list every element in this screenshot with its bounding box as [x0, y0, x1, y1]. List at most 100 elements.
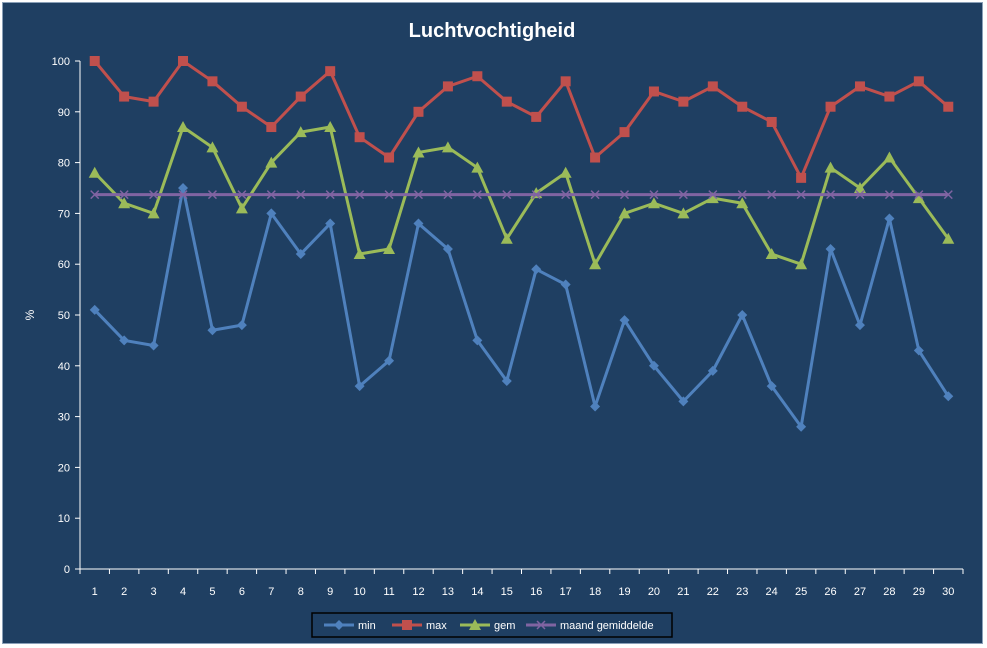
x-tick-label: 8 — [298, 586, 304, 598]
data-point-maand-gemiddelde — [502, 190, 512, 200]
data-point-max — [148, 96, 159, 107]
data-point-max — [884, 91, 895, 102]
data-point-min — [354, 381, 365, 392]
y-tick-label: 20 — [58, 462, 70, 474]
data-point-gem — [765, 248, 778, 260]
data-point-max — [266, 122, 277, 133]
legend-marker-max — [402, 620, 412, 630]
data-point-max — [560, 76, 571, 87]
data-point-maand-gemiddelde — [708, 190, 718, 200]
data-point-maand-gemiddelde — [119, 190, 129, 200]
data-point-gem — [383, 242, 396, 254]
data-point-max — [825, 101, 836, 112]
data-point-min — [854, 320, 865, 331]
x-tick-label: 14 — [471, 586, 483, 598]
y-tick-label: 80 — [58, 158, 70, 170]
x-tick-label: 23 — [736, 586, 748, 598]
x-tick-label: 11 — [383, 586, 394, 598]
legend-marker-gem — [469, 619, 481, 630]
x-tick-label: 9 — [327, 586, 333, 598]
x-tick-label: 21 — [677, 586, 689, 598]
y-tick-label: 50 — [58, 310, 70, 322]
data-point-gem — [736, 197, 749, 209]
data-point-gem — [618, 207, 631, 219]
legend-label-max: max — [426, 620, 447, 632]
series-layer — [88, 56, 955, 432]
data-point-min — [737, 310, 748, 320]
data-point-gem — [353, 248, 366, 260]
data-point-gem — [677, 207, 690, 219]
x-tick-label: 6 — [239, 586, 245, 598]
data-point-min — [501, 376, 512, 387]
data-point-gem — [206, 141, 219, 153]
y-tick-label: 30 — [58, 412, 70, 424]
data-point-maand-gemiddelde — [943, 190, 953, 200]
data-point-maand-gemiddelde — [796, 190, 806, 200]
data-point-min — [148, 340, 159, 351]
legend-label-gem: gem — [494, 620, 515, 632]
x-tick-label: 12 — [412, 586, 424, 598]
data-point-maand-gemiddelde — [266, 190, 276, 200]
data-point-gem — [147, 207, 160, 219]
x-tick-label: 18 — [589, 586, 601, 598]
data-point-gem — [883, 151, 896, 163]
series-line-min — [93, 186, 950, 429]
data-point-maand-gemiddelde — [207, 190, 217, 200]
data-point-max — [178, 56, 189, 66]
data-point-maand-gemiddelde — [443, 190, 453, 200]
series-min — [89, 183, 954, 432]
data-point-gem — [265, 156, 278, 168]
data-point-min — [207, 325, 218, 336]
x-tick-label: 15 — [501, 586, 513, 598]
data-point-gem — [324, 121, 337, 133]
data-point-max — [531, 111, 542, 122]
data-point-maand-gemiddelde — [737, 190, 747, 200]
data-point-gem — [942, 232, 955, 244]
data-point-max — [854, 81, 865, 92]
data-point-gem — [706, 192, 719, 204]
x-tick-label: 26 — [824, 586, 836, 598]
data-point-max — [442, 81, 453, 92]
data-point-min — [825, 243, 836, 254]
data-point-max — [384, 152, 395, 163]
x-tick-label: 13 — [442, 586, 454, 598]
data-point-maand-gemiddelde — [884, 190, 894, 200]
data-point-maand-gemiddelde — [855, 190, 865, 200]
data-point-min — [413, 218, 424, 229]
legend-item-min: min — [324, 620, 376, 632]
data-point-min — [943, 391, 954, 402]
y-axis-label: % — [23, 309, 37, 320]
data-point-max — [295, 91, 306, 102]
data-point-gem — [294, 126, 307, 138]
x-tick-label: 2 — [121, 586, 127, 598]
x-tick-label: 29 — [913, 586, 925, 598]
x-tick-label: 17 — [560, 586, 572, 598]
series-line-gem — [93, 125, 950, 266]
data-point-gem — [647, 197, 660, 209]
data-point-gem — [412, 146, 425, 158]
data-point-gem — [500, 232, 513, 244]
data-point-max — [325, 66, 336, 77]
x-tick-label: 1 — [92, 586, 98, 598]
data-point-gem — [853, 182, 866, 193]
legend-marker-min — [334, 620, 344, 630]
data-point-maand-gemiddelde — [413, 190, 424, 200]
data-point-min — [266, 208, 277, 219]
data-point-max — [590, 152, 601, 163]
data-point-gem — [118, 197, 131, 209]
data-point-gem — [559, 166, 572, 178]
data-point-max — [913, 76, 924, 87]
legend-label-maand-gemiddelde: maand gemiddelde — [560, 620, 654, 632]
data-point-maand-gemiddelde — [355, 190, 365, 200]
data-point-gem — [589, 258, 602, 270]
data-point-maand-gemiddelde — [826, 190, 836, 200]
data-point-min — [560, 279, 571, 290]
data-point-gem — [88, 166, 101, 178]
legend-label-min: min — [358, 620, 376, 632]
data-point-max — [207, 76, 218, 87]
data-point-min — [913, 345, 924, 356]
data-point-max — [472, 71, 483, 82]
data-point-max — [236, 101, 247, 112]
x-tick-label: 25 — [795, 586, 807, 598]
